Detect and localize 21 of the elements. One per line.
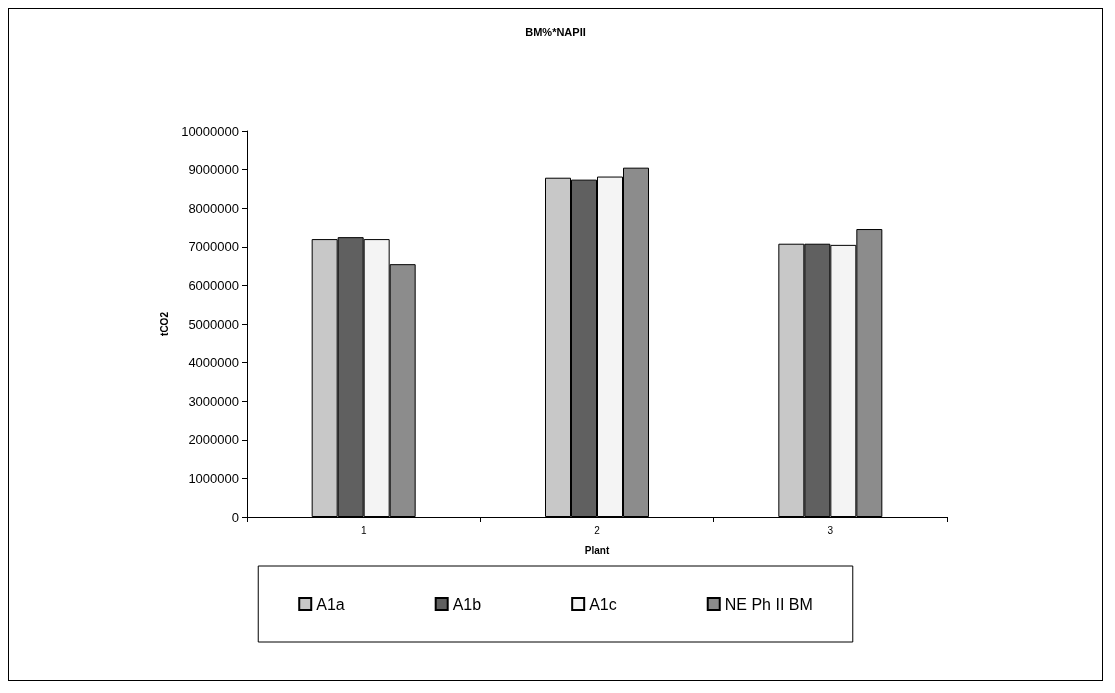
legend-label: A1c xyxy=(589,595,617,613)
y-tick-label: 6000000 xyxy=(188,277,239,293)
y-tick-label: 0 xyxy=(231,509,239,525)
y-tick-label: 2000000 xyxy=(188,432,239,448)
y-tick-label: 3000000 xyxy=(188,393,239,409)
y-tick-label: 4000000 xyxy=(188,355,239,371)
y-tick-label: 5000000 xyxy=(188,316,239,332)
x-tick-label: 2 xyxy=(594,524,601,536)
legend-label: A1a xyxy=(316,595,345,613)
y-tick-label: 1000000 xyxy=(188,470,239,486)
chart-title: BM%*NAPII xyxy=(525,25,586,38)
y-axis-title: tCO2 xyxy=(158,311,170,336)
x-tick-label: 1 xyxy=(360,524,367,536)
y-tick-label: 7000000 xyxy=(188,239,239,255)
legend-label: A1b xyxy=(452,595,482,613)
y-tick-label: 9000000 xyxy=(188,162,239,178)
legend-label: NE Ph II BM xyxy=(724,595,813,613)
y-tick-label: 10000000 xyxy=(181,123,239,139)
x-tick-label: 3 xyxy=(827,524,834,536)
x-axis-title: Plant xyxy=(584,544,610,556)
y-tick-label: 8000000 xyxy=(188,200,239,216)
